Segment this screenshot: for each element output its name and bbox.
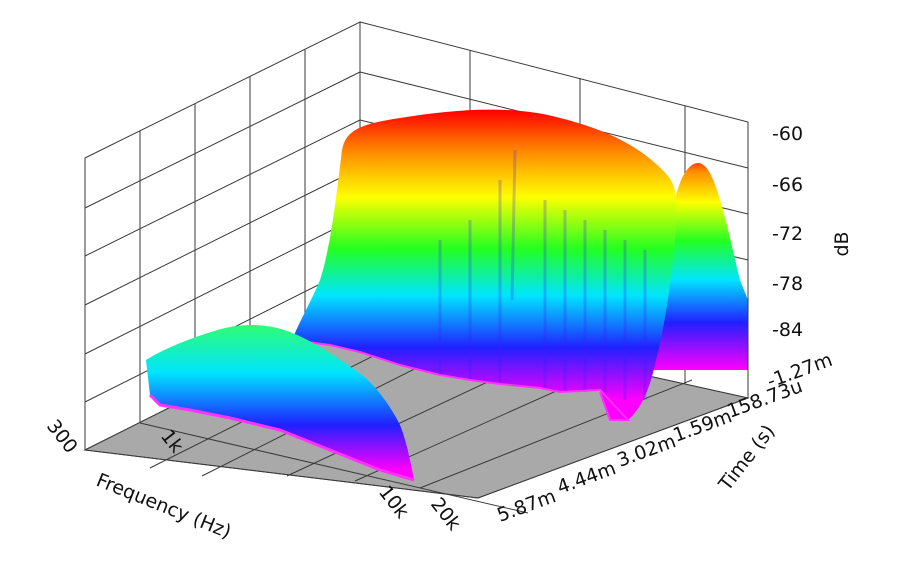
z-tick-label: -78 <box>772 273 803 295</box>
high-frequency-ridge <box>640 163 748 370</box>
z-tick-label: -60 <box>772 123 803 145</box>
main-ridge-streaks <box>438 149 647 400</box>
x-tick-label: 300 <box>42 416 82 458</box>
z-tick-label: -66 <box>772 174 803 196</box>
z-tick-label: -84 <box>772 319 803 341</box>
z-tick-label: -72 <box>772 223 803 245</box>
low-frequency-ridge <box>146 324 415 482</box>
z-axis-ticks: -60 -66 -72 -78 -84 dB <box>772 123 853 341</box>
y-tick-label: 158.73u <box>724 375 805 423</box>
main-ridge <box>291 109 677 421</box>
y-tick-label: 5.87m <box>494 485 559 526</box>
x-axis-title: Frequency (Hz) <box>93 469 234 543</box>
x-tick-label: 20k <box>426 494 465 535</box>
axis-lines <box>84 122 749 499</box>
z-axis-title: dB <box>831 231 853 256</box>
y-axis-title: Time (s) <box>714 421 780 496</box>
